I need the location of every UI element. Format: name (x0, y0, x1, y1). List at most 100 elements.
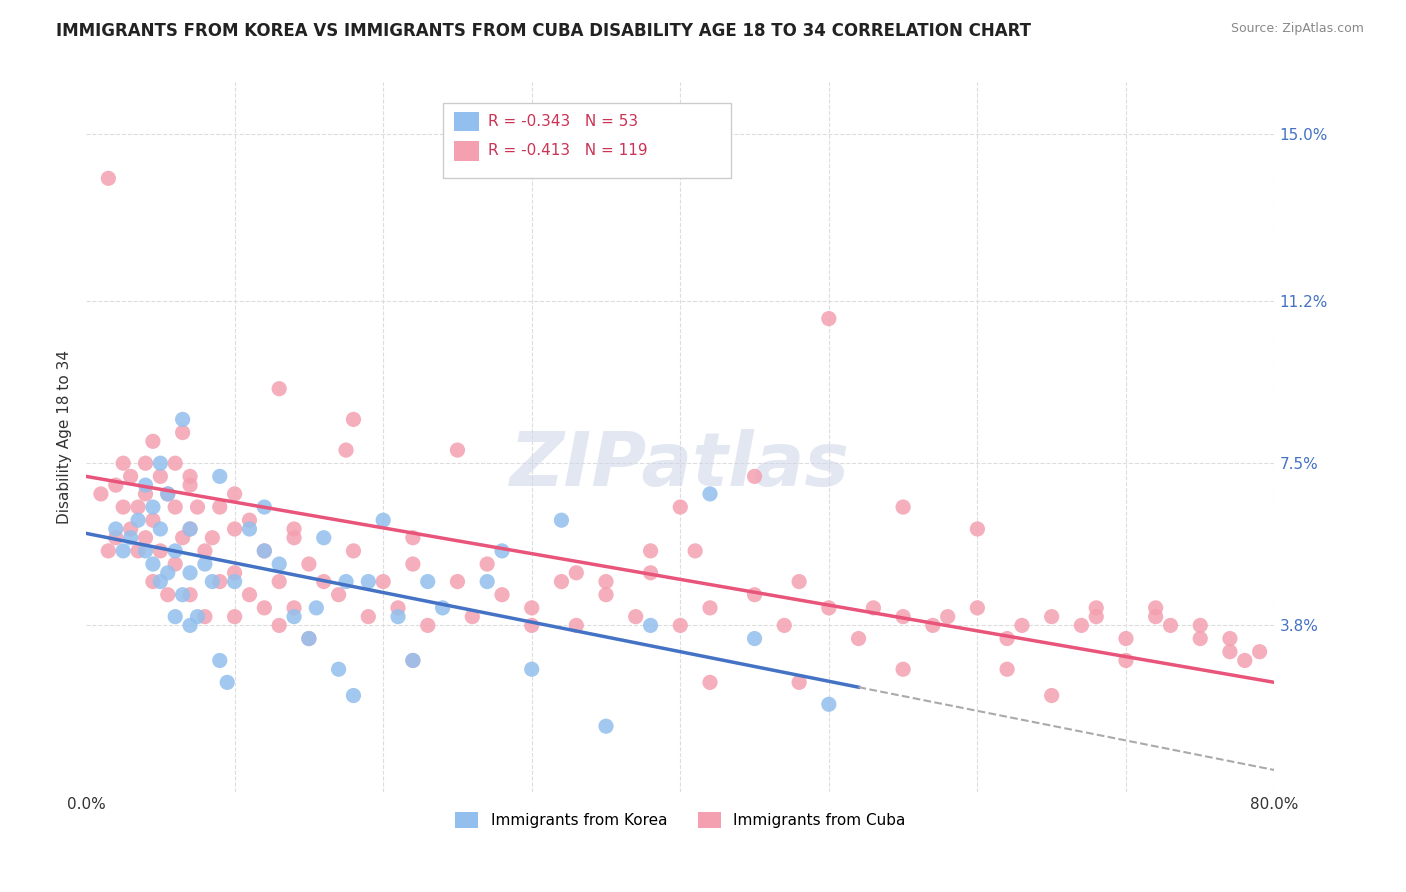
Text: R = -0.413   N = 119: R = -0.413 N = 119 (488, 144, 648, 158)
Point (699, 487, 721, 501)
Point (298, 557, 321, 571)
Point (595, 588, 617, 602)
Point (224, 609, 246, 624)
Point (565, 566, 588, 580)
Point (787, 574, 810, 589)
Point (640, 566, 662, 580)
Point (1144, 600, 1167, 615)
Point (156, 487, 179, 501)
Point (238, 513, 260, 527)
Point (269, 557, 291, 571)
Point (669, 618, 692, 632)
Point (149, 544, 172, 558)
Point (156, 566, 179, 580)
Point (328, 588, 350, 602)
Point (312, 531, 335, 545)
Point (283, 609, 305, 624)
Point (1160, 618, 1182, 632)
Point (550, 513, 572, 527)
Point (520, 618, 543, 632)
Point (1085, 600, 1108, 615)
Point (1189, 618, 1212, 632)
Point (208, 500, 231, 514)
Point (402, 557, 425, 571)
Point (669, 500, 692, 514)
Point (165, 557, 187, 571)
Point (127, 544, 149, 558)
Point (149, 522, 172, 536)
Point (817, 600, 839, 615)
Point (208, 469, 231, 483)
Point (127, 500, 149, 514)
Point (550, 574, 572, 589)
Point (891, 662, 914, 676)
Point (179, 588, 201, 602)
Point (186, 609, 208, 624)
Point (172, 531, 194, 545)
Point (269, 618, 291, 632)
Point (1115, 653, 1137, 667)
Point (342, 412, 364, 426)
Point (1070, 618, 1092, 632)
Point (283, 531, 305, 545)
Point (253, 544, 276, 558)
Point (172, 588, 194, 602)
Point (595, 719, 617, 733)
Point (238, 588, 260, 602)
Point (142, 574, 165, 589)
Point (817, 698, 839, 712)
Point (387, 600, 409, 615)
Point (224, 566, 246, 580)
Point (1040, 689, 1063, 703)
Point (640, 544, 662, 558)
Point (699, 675, 721, 690)
Point (134, 544, 156, 558)
Point (966, 600, 988, 615)
Point (891, 500, 914, 514)
Point (186, 500, 208, 514)
Point (134, 478, 156, 492)
Point (817, 311, 839, 326)
Point (624, 609, 647, 624)
Point (142, 434, 165, 449)
Point (342, 544, 364, 558)
Point (787, 675, 810, 690)
Point (328, 662, 350, 676)
Point (253, 544, 276, 558)
Point (1189, 632, 1212, 646)
Point (1144, 609, 1167, 624)
Point (995, 632, 1018, 646)
Point (104, 531, 127, 545)
Point (402, 531, 425, 545)
Point (744, 588, 766, 602)
Point (402, 653, 425, 667)
Point (112, 544, 135, 558)
Point (165, 500, 187, 514)
Point (179, 618, 201, 632)
Point (149, 456, 172, 470)
Point (97, 544, 120, 558)
Point (848, 632, 870, 646)
Point (995, 662, 1018, 676)
Point (298, 632, 321, 646)
Point (201, 531, 224, 545)
Point (149, 574, 172, 589)
Point (1085, 609, 1108, 624)
Point (179, 566, 201, 580)
Point (891, 609, 914, 624)
Point (156, 487, 179, 501)
Y-axis label: Disability Age 18 to 34: Disability Age 18 to 34 (58, 350, 72, 524)
Point (179, 469, 201, 483)
Point (142, 500, 165, 514)
Point (475, 557, 498, 571)
Point (595, 574, 617, 589)
Point (238, 522, 260, 536)
Point (335, 443, 357, 458)
Point (491, 588, 513, 602)
Point (142, 557, 165, 571)
Point (120, 531, 142, 545)
Point (104, 522, 127, 536)
Point (491, 544, 513, 558)
Point (1011, 618, 1033, 632)
Point (142, 513, 165, 527)
